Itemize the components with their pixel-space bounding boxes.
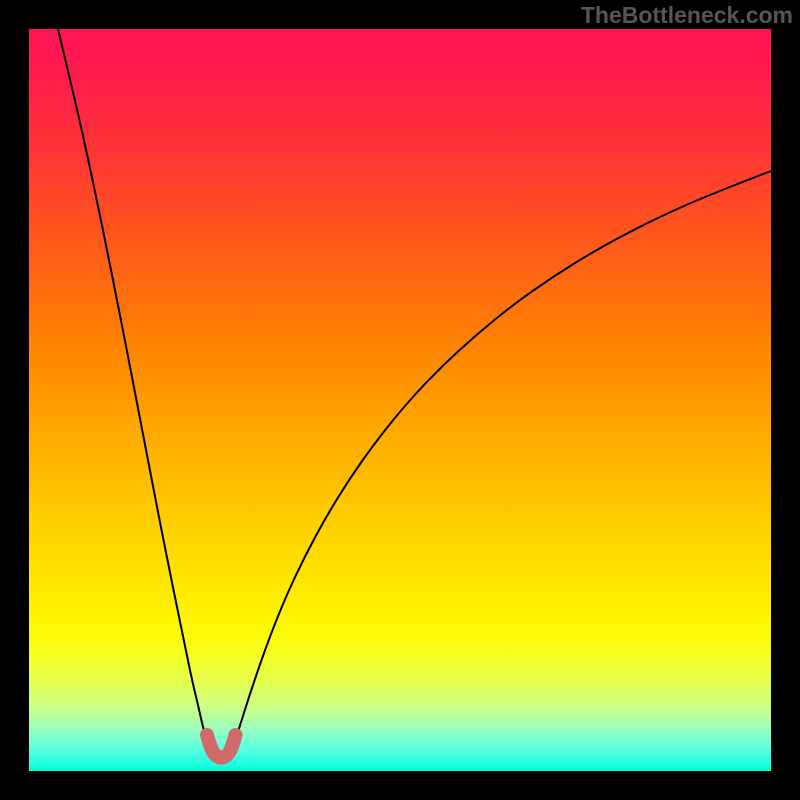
- chart-frame: TheBottleneck.com: [0, 0, 800, 800]
- plot-background-gradient: [29, 29, 771, 771]
- watermark-text: TheBottleneck.com: [581, 2, 793, 29]
- plot-area: [29, 29, 771, 771]
- chart-svg: [0, 0, 800, 800]
